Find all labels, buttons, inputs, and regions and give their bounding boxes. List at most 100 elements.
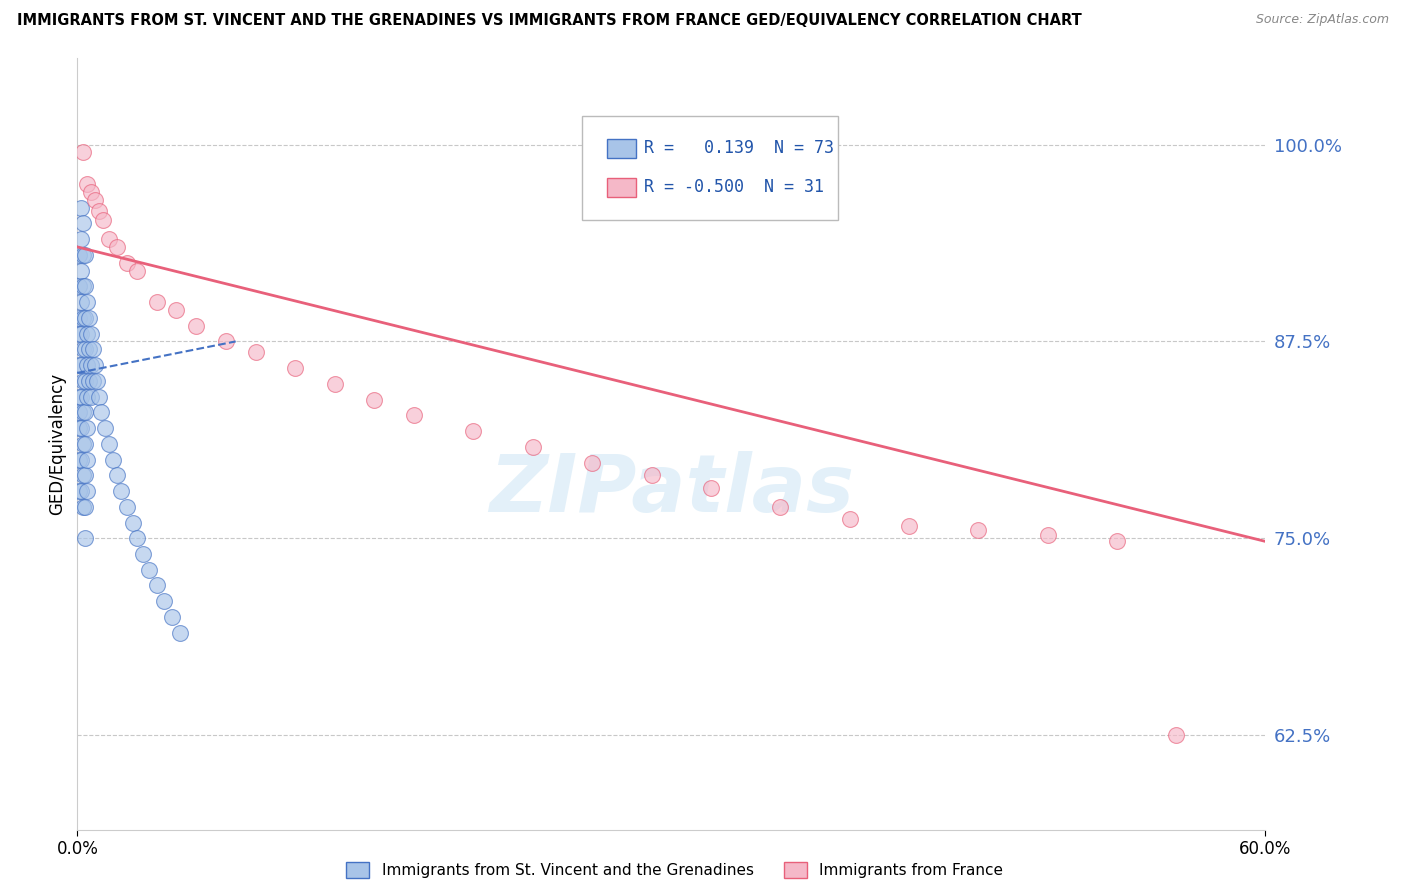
Point [72, 436, 94, 450]
Point [115, 500, 138, 514]
Point [76, 295, 98, 310]
Point [70, 263, 93, 277]
Text: IMMIGRANTS FROM ST. VINCENT AND THE GRENADINES VS IMMIGRANTS FROM FRANCE GED/EQU: IMMIGRANTS FROM ST. VINCENT AND THE GREN… [17, 13, 1081, 29]
Point [80, 326, 103, 341]
Point [70, 232, 93, 246]
Point [80, 390, 103, 404]
Point [75, 500, 97, 514]
Point [76, 390, 98, 404]
Point [98, 436, 121, 450]
Point [402, 409, 425, 423]
Point [898, 518, 921, 533]
Point [75, 279, 97, 293]
Point [162, 610, 184, 624]
Point [70, 201, 93, 215]
Point [77, 374, 100, 388]
Point [101, 452, 124, 467]
Point [72, 500, 94, 514]
Text: R = -0.500  N = 31: R = -0.500 N = 31 [644, 178, 824, 196]
Point [67, 310, 90, 325]
Text: R =   0.139  N = 73: R = 0.139 N = 73 [644, 139, 834, 157]
Text: ZIPatlas: ZIPatlas [489, 451, 853, 529]
Point [125, 263, 148, 277]
Point [131, 547, 153, 561]
Point [72, 310, 94, 325]
Point [84, 193, 107, 207]
Point [75, 436, 97, 450]
Point [76, 452, 98, 467]
Point [70, 326, 93, 341]
Point [967, 524, 990, 538]
Point [82, 343, 104, 357]
Point [581, 456, 603, 470]
Point [87, 203, 110, 218]
Point [105, 240, 128, 254]
Legend: Immigrants from St. Vincent and the Grenadines, Immigrants from France: Immigrants from St. Vincent and the Gren… [340, 856, 1010, 884]
Point [80, 358, 103, 372]
Point [145, 578, 167, 592]
Point [463, 424, 485, 438]
Point [640, 468, 662, 483]
Point [67, 248, 90, 262]
Point [67, 279, 90, 293]
Point [67, 452, 90, 467]
Point [125, 531, 148, 545]
Point [72, 374, 94, 388]
Point [838, 512, 860, 526]
Point [67, 390, 90, 404]
Point [77, 343, 100, 357]
Point [75, 310, 97, 325]
Point [245, 345, 267, 359]
Point [1105, 534, 1128, 549]
Point [522, 440, 544, 454]
Point [323, 376, 346, 391]
Point [76, 177, 98, 191]
Point [769, 500, 792, 514]
Point [70, 452, 93, 467]
Point [72, 343, 94, 357]
FancyBboxPatch shape [607, 178, 636, 197]
Point [75, 248, 97, 262]
Point [138, 563, 160, 577]
Point [91, 213, 114, 227]
Point [284, 361, 307, 376]
Point [94, 421, 117, 435]
Point [110, 483, 132, 498]
Point [70, 483, 93, 498]
Point [67, 358, 90, 372]
Point [76, 358, 98, 372]
Point [700, 481, 723, 495]
Point [72, 279, 94, 293]
Point [77, 310, 100, 325]
Point [75, 531, 97, 545]
Point [90, 405, 112, 419]
Point [363, 392, 385, 407]
Point [72, 468, 94, 483]
Point [70, 421, 93, 435]
Point [72, 248, 94, 262]
Point [86, 374, 108, 388]
Point [169, 625, 191, 640]
Point [82, 374, 104, 388]
Point [165, 302, 187, 317]
Point [76, 483, 98, 498]
Point [75, 405, 97, 419]
Point [1166, 728, 1188, 742]
Point [72, 216, 94, 230]
Point [75, 468, 97, 483]
Point [105, 468, 128, 483]
Point [76, 326, 98, 341]
Point [72, 405, 94, 419]
Point [153, 594, 176, 608]
Point [1036, 528, 1059, 542]
Point [76, 421, 98, 435]
Point [80, 185, 103, 199]
Point [215, 334, 238, 349]
Text: Source: ZipAtlas.com: Source: ZipAtlas.com [1256, 13, 1389, 27]
Point [67, 421, 90, 435]
Point [67, 483, 90, 498]
Y-axis label: GED/Equivalency: GED/Equivalency [48, 373, 66, 515]
FancyBboxPatch shape [582, 116, 838, 220]
Point [75, 374, 97, 388]
Point [67, 326, 90, 341]
